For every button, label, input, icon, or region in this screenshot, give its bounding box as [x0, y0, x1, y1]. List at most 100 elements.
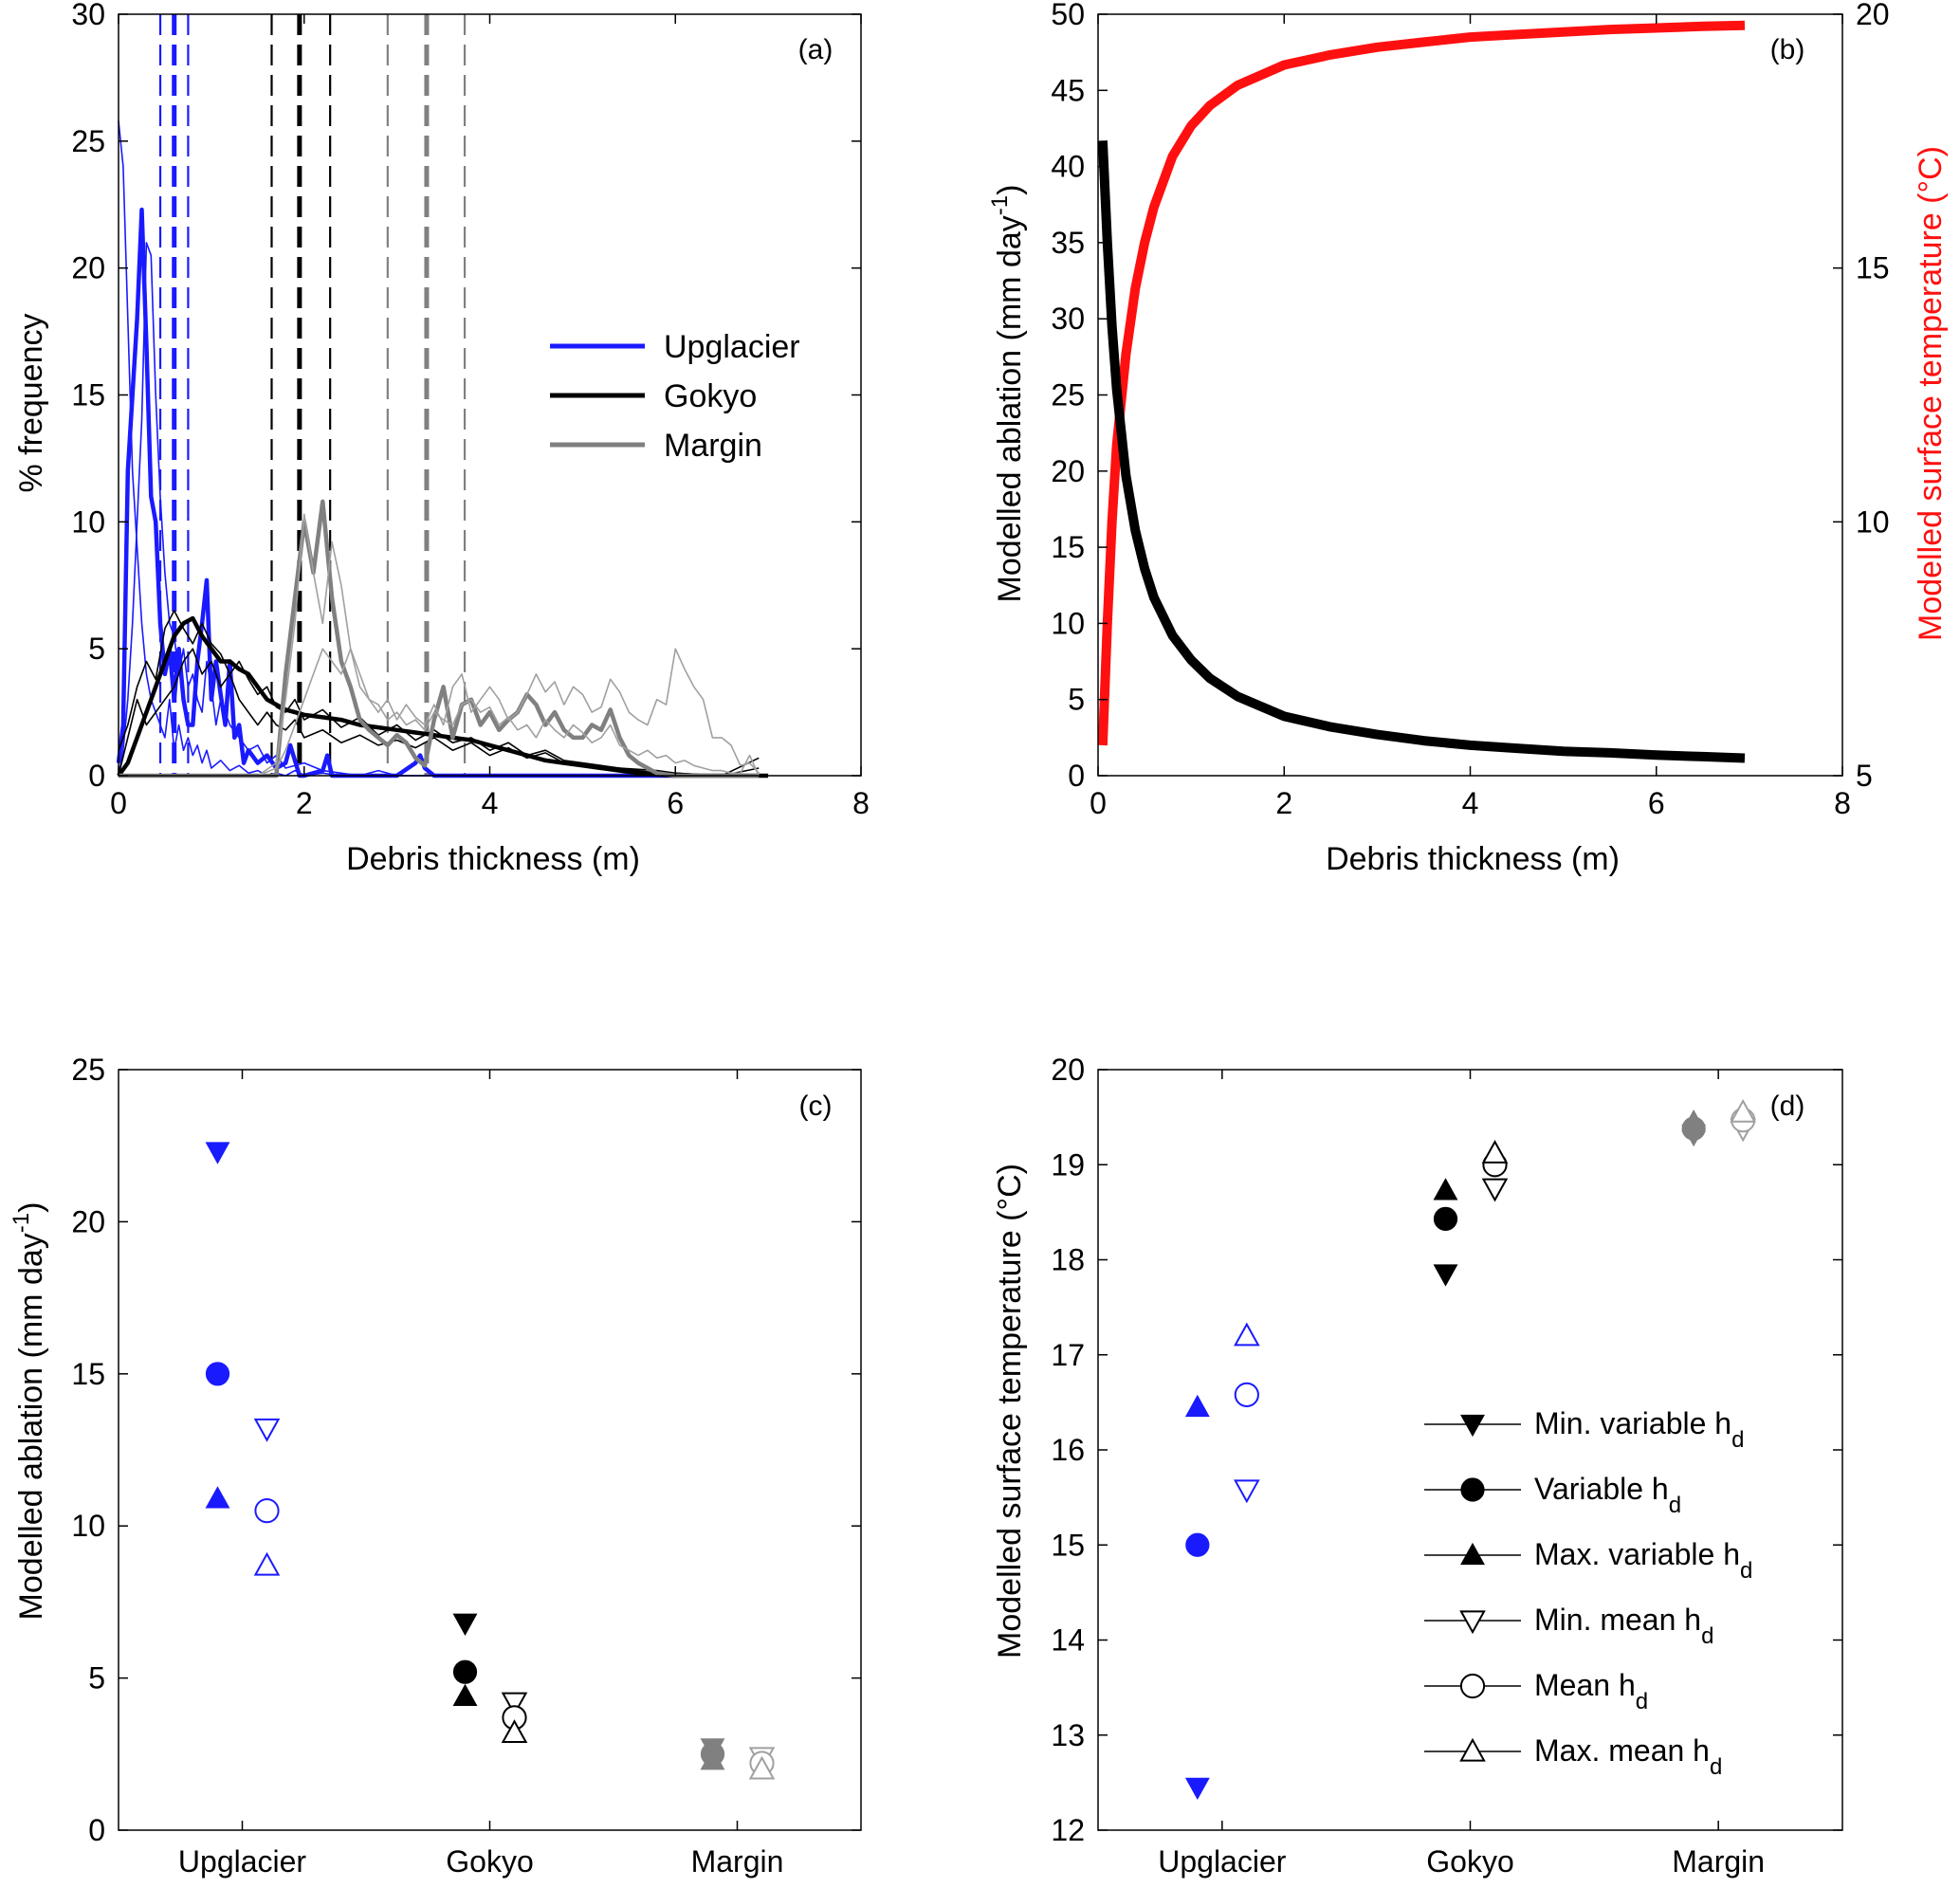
c-point-tri-down-open-upglacier [253, 1418, 281, 1442]
a-threshold-lines [158, 14, 467, 776]
d-panel-label: (d) [1770, 1091, 1805, 1122]
c-point-circle-filled-upglacier [205, 1362, 230, 1386]
b-y-label: Modelled ablation (mm day-1) [987, 185, 1028, 603]
d-ytick-label: 13 [1051, 1718, 1085, 1752]
d-point-circle-filled-upglacier [1185, 1532, 1210, 1557]
a-xtick-label: 6 [667, 786, 684, 820]
a-xtick-label: 8 [852, 786, 870, 820]
c-ytick-label: 15 [71, 1357, 105, 1391]
c-point-tri-down-open-gokyo [501, 1692, 528, 1716]
d-point-tri-down-filled-upglacier [1184, 1777, 1210, 1801]
b-ytick-label: 30 [1051, 302, 1085, 336]
c-ytick-label: 25 [71, 1053, 105, 1087]
b-y2tick-label: 20 [1856, 0, 1890, 31]
b-xtick-label: 6 [1648, 786, 1665, 820]
d-points [1184, 1098, 1756, 1801]
a-series-margin-thin [119, 648, 760, 777]
d-point-circle-open-upglacier [1234, 1382, 1259, 1407]
a-legend: Upglacier Gokyo Margin [550, 329, 800, 464]
c-point-tri-down-filled-gokyo [452, 1613, 478, 1636]
a-y-label: % frequency [13, 314, 49, 493]
d-point-tri-up-filled-margin [1681, 1109, 1707, 1132]
d-legend-marker-tri-up-filled [1460, 1542, 1485, 1566]
b-ytick-label: 45 [1051, 73, 1085, 107]
b-y2tick-label: 5 [1856, 759, 1873, 793]
d-point-tri-up-open-gokyo [1481, 1140, 1509, 1164]
c-point-tri-up-filled-gokyo [452, 1683, 478, 1707]
b-xtick-label: 8 [1834, 786, 1851, 820]
b-ytick-label: 50 [1051, 0, 1085, 31]
b-axes: 0 5 10 15 20 25 30 35 40 45 50 5 10 15 20 0 2 4 6 8 [1051, 0, 1889, 820]
d-legend-label-sub: d [1710, 1754, 1722, 1780]
b-panel-label: (b) [1770, 34, 1805, 65]
a-series-gokyo-thin [118, 610, 760, 777]
c-y-label-end: ) [13, 1202, 49, 1213]
a-ytick-label: 5 [88, 632, 105, 666]
d-legend-label-sub: d [1740, 1558, 1752, 1584]
b-ytick-label: 25 [1051, 378, 1085, 412]
a-ytick-label: 10 [71, 504, 105, 539]
b-y2tick-label: 15 [1856, 251, 1890, 285]
c-point-tri-up-open-gokyo [501, 1719, 528, 1744]
b-ytick-label: 40 [1051, 150, 1085, 184]
b-ablation-curve [1097, 140, 1746, 763]
c-point-tri-up-open-upglacier [253, 1551, 281, 1576]
b-ytick-label: 35 [1051, 226, 1085, 260]
b-xtick-label: 0 [1090, 786, 1107, 820]
c-point-circle-filled-gokyo [452, 1659, 478, 1684]
a-series-margin-thin [119, 513, 760, 777]
a-ytick-label: 25 [71, 124, 105, 158]
a-ytick-label: 30 [71, 0, 105, 31]
b-surface-temperature-curve [1097, 20, 1746, 746]
d-point-tri-up-filled-gokyo [1433, 1178, 1458, 1201]
d-legend-marker-tri-down-open [1459, 1610, 1486, 1635]
b-series-lines [1097, 20, 1746, 763]
d-legend-label-main: Max. variable h [1534, 1537, 1740, 1571]
d-legend-marker-tri-down-filled [1460, 1414, 1485, 1438]
b-ytick-label: 5 [1068, 683, 1085, 717]
d-ytick-label: 20 [1051, 1053, 1085, 1087]
d-legend-label-main: Min. variable h [1534, 1406, 1731, 1440]
panel-a: 0 5 10 15 20 25 30 0 2 4 6 8 (a) Debris thickness (… [13, 0, 870, 877]
b-ytick-label: 15 [1051, 530, 1085, 564]
a-legend-label-gokyo: Gokyo [664, 378, 757, 414]
c-axes: 0 5 10 15 20 25 Upglacier Gokyo Margin [71, 1053, 862, 1879]
b-ytick-label: 0 [1068, 759, 1085, 793]
d-point-tri-down-open-gokyo [1481, 1178, 1509, 1202]
a-ytick-label: 0 [88, 759, 105, 793]
c-category-label-margin: Margin [691, 1844, 784, 1879]
c-ytick-label: 5 [88, 1661, 105, 1696]
panel-d: 12 13 14 15 16 17 18 19 20 Upglacier Gokyo Margin (… [992, 1053, 1843, 1879]
b-x-label: Debris thickness (m) [1326, 841, 1620, 877]
d-legend-label-main: Mean h [1534, 1668, 1636, 1702]
b-y2-label: Modelled surface temperature (°C) [1913, 146, 1949, 641]
c-y-label: Modelled ablation (mm day-1) [9, 1202, 49, 1621]
d-legend-label-main: Variable h [1534, 1472, 1669, 1506]
a-series-gokyo-thin [118, 648, 760, 777]
d-ytick-label: 15 [1051, 1528, 1085, 1562]
d-point-circle-filled-gokyo [1433, 1206, 1458, 1231]
a-xtick-label: 4 [482, 786, 499, 820]
a-series-upglacier-thin [118, 120, 676, 777]
d-legend-label: Mean hd [1534, 1668, 1648, 1714]
d-legend-label: Max. mean hd [1534, 1733, 1722, 1780]
c-point-tri-up-filled-margin [700, 1748, 725, 1770]
d-category-label-margin: Margin [1672, 1844, 1765, 1879]
c-y-label-sup: -1 [9, 1213, 34, 1233]
b-y-label-sup: -1 [987, 195, 1013, 215]
b-ytick-label: 20 [1051, 454, 1085, 488]
d-point-tri-down-open-upglacier [1234, 1479, 1260, 1504]
a-legend-label-margin: Margin [664, 428, 762, 464]
d-ytick-label: 18 [1051, 1243, 1085, 1277]
a-axes: 0 5 10 15 20 25 30 0 2 4 6 8 [71, 0, 869, 820]
a-legend-label-upglacier: Upglacier [664, 329, 800, 365]
d-point-tri-up-filled-upglacier [1184, 1394, 1210, 1418]
d-legend-label-main: Min. mean h [1534, 1603, 1701, 1637]
c-points [205, 1142, 776, 1780]
d-ytick-label: 16 [1051, 1433, 1085, 1467]
b-y-label-end: ) [992, 185, 1028, 195]
d-legend-label: Min. variable hd [1534, 1406, 1744, 1453]
a-x-label: Debris thickness (m) [346, 841, 640, 877]
